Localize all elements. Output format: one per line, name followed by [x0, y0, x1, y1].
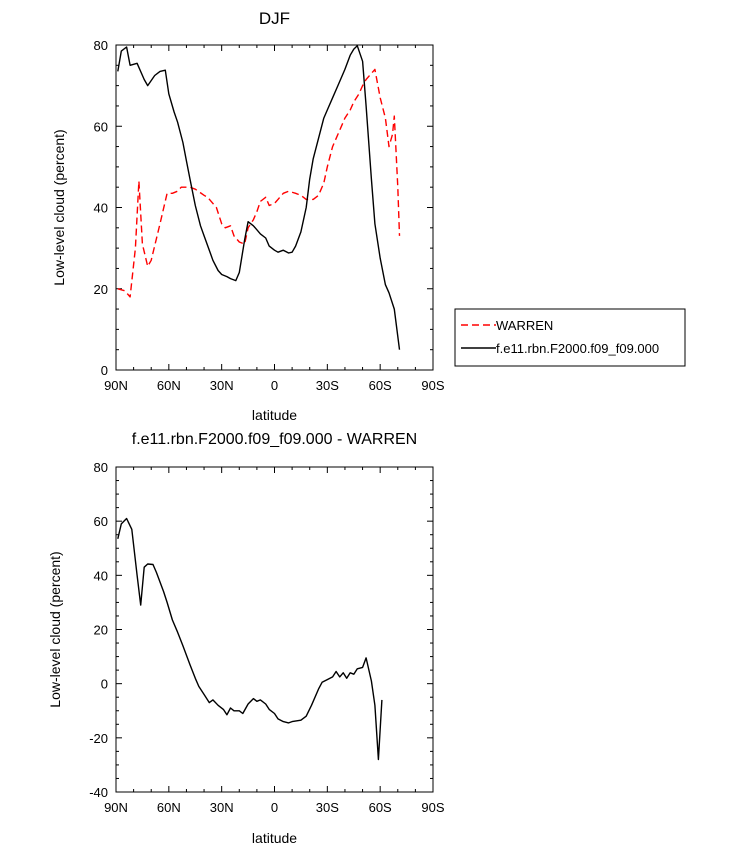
y-tick-label: -40 — [89, 785, 108, 800]
y-tick-label: 20 — [94, 623, 108, 638]
x-tick-label: 60N — [157, 800, 181, 815]
x-tick-label: 0 — [271, 800, 278, 815]
chart-panel-1: DJF 90N 60N 30N 0 30S 60S 90S 0 20 40 60 80 latitude L… — [51, 9, 686, 423]
y-tick-label: 60 — [94, 119, 108, 134]
x-tick-label: 90N — [104, 800, 128, 815]
x-tick-label: 60N — [157, 378, 181, 393]
plot-frame — [115, 466, 434, 793]
y-tick-label: 60 — [94, 514, 108, 529]
legend: WARREN f.e11.rbn.F2000.f09_f09.000 — [454, 308, 686, 367]
y-tick-label: 40 — [94, 201, 108, 216]
series-line-1 — [117, 68, 401, 298]
y-tick-label: 80 — [94, 460, 108, 475]
x-tick-label: 60S — [369, 378, 392, 393]
series-line-1 — [117, 517, 383, 761]
y-axis-label: Low-level cloud (percent) — [47, 551, 63, 707]
x-axis-label: latitude — [252, 830, 297, 846]
legend-label: WARREN — [496, 318, 553, 333]
legend-box — [454, 308, 686, 367]
x-axis-label: latitude — [252, 407, 297, 423]
x-tick-label: 90S — [421, 800, 444, 815]
y-tick-label: 20 — [94, 282, 108, 297]
x-tick-label: 0 — [271, 378, 278, 393]
legend-label: f.e11.rbn.F2000.f09_f09.000 — [496, 341, 659, 356]
x-tick-label: 30N — [210, 378, 234, 393]
y-tick-label: 0 — [101, 677, 108, 692]
series-line-2 — [117, 45, 401, 350]
x-tick-label: 30S — [316, 378, 339, 393]
x-tick-label: 30N — [210, 800, 234, 815]
chart-title: DJF — [259, 9, 290, 28]
x-tick-label: 90N — [104, 378, 128, 393]
x-tick-label: 30S — [316, 800, 339, 815]
chart-panel-2: f.e11.rbn.F2000.f09_f09.000 - WARREN 90N 6… — [47, 431, 445, 846]
x-tick-label: 90S — [421, 378, 444, 393]
y-tick-label: 0 — [101, 363, 108, 378]
chart-title: f.e11.rbn.F2000.f09_f09.000 - WARREN — [132, 431, 417, 448]
y-tick-label: 80 — [94, 38, 108, 53]
x-tick-label: 60S — [369, 800, 392, 815]
y-tick-label: -20 — [89, 731, 108, 746]
y-tick-label: 40 — [94, 568, 108, 583]
y-axis-label: Low-level cloud (percent) — [51, 129, 67, 285]
